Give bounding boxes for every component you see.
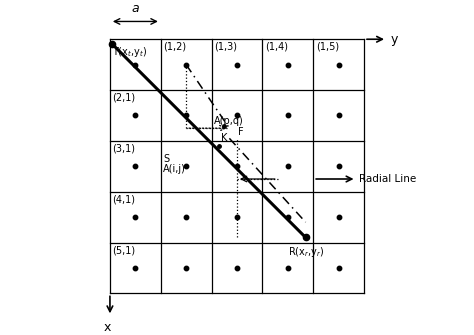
Text: (1,4): (1,4) bbox=[265, 42, 288, 52]
Text: F: F bbox=[238, 127, 244, 137]
Text: (2,1): (2,1) bbox=[112, 92, 136, 103]
Text: R(x$_r$,y$_r$): R(x$_r$,y$_r$) bbox=[288, 245, 324, 259]
Text: (1,5): (1,5) bbox=[316, 42, 339, 52]
Text: A(i,j): A(i,j) bbox=[164, 164, 186, 174]
Text: (3,1): (3,1) bbox=[112, 143, 136, 153]
Text: (4,1): (4,1) bbox=[112, 194, 136, 204]
Text: (1,2): (1,2) bbox=[164, 42, 186, 52]
Text: y: y bbox=[391, 33, 398, 46]
Text: Radial Line: Radial Line bbox=[359, 174, 416, 184]
Text: T(x$_t$,y$_t$): T(x$_t$,y$_t$) bbox=[112, 45, 148, 59]
Text: x: x bbox=[104, 321, 111, 334]
Text: A(p,q): A(p,q) bbox=[214, 117, 244, 127]
Text: (1,3): (1,3) bbox=[214, 42, 237, 52]
Text: (5,1): (5,1) bbox=[112, 245, 136, 255]
Text: S: S bbox=[164, 153, 169, 163]
Text: $a$: $a$ bbox=[131, 2, 140, 15]
Text: K: K bbox=[221, 133, 227, 143]
